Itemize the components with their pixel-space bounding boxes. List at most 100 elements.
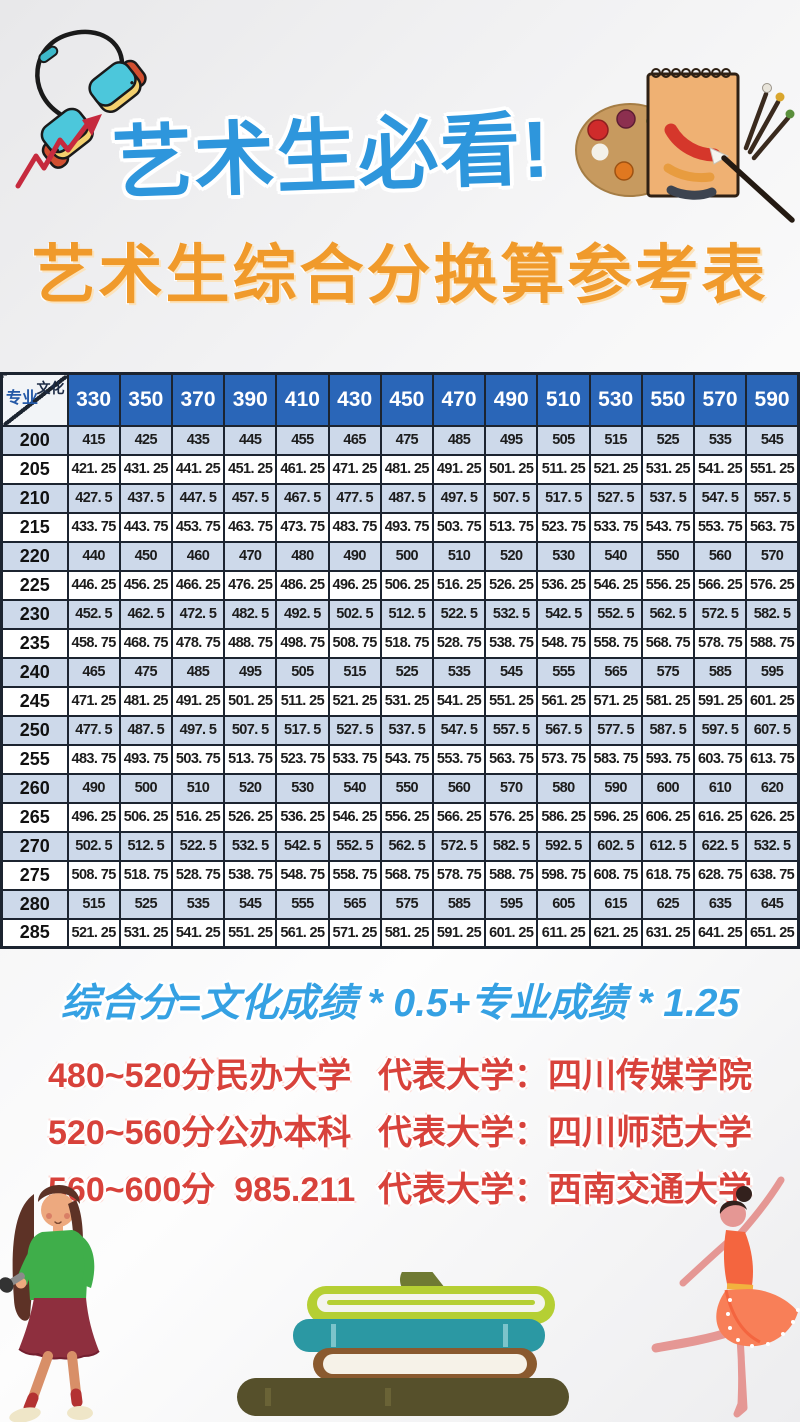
- score-cell: 578. 75: [431, 859, 487, 891]
- score-cell: 451. 25: [223, 453, 278, 485]
- score-cell: 561. 25: [536, 685, 591, 717]
- score-cell: 511. 25: [275, 685, 330, 717]
- notes-list: 480~520分民办大学 代表大学：四川传媒学院 520~560分公办本科 代表…: [0, 1044, 800, 1215]
- score-cell: 521. 25: [327, 685, 382, 717]
- score-cell: 477. 5: [327, 482, 382, 514]
- row-label: 225: [0, 569, 69, 601]
- score-cell: 497. 5: [431, 482, 487, 514]
- row-label: 260: [0, 772, 69, 804]
- formula-text: 综合分=文化成绩 * 0.5+专业成绩 * 1.25: [60, 982, 740, 1025]
- score-cell: 531. 25: [379, 685, 434, 717]
- score-cell: 527. 5: [327, 714, 382, 746]
- table-row: 220 440 450 460 470 480 490 500 510 520 530 540 550 5…: [0, 540, 800, 572]
- score-cell: 535: [170, 888, 226, 920]
- score-cell: 582. 5: [484, 830, 539, 862]
- score-cell: 570: [484, 772, 539, 804]
- note-representative: 代表大学：四川传媒学院: [378, 1057, 752, 1095]
- score-cell: 542. 5: [536, 598, 591, 630]
- score-cell: 495: [484, 424, 539, 456]
- score-cell: 542. 5: [275, 830, 330, 862]
- note-range: 520~560分公办本科: [48, 1114, 352, 1152]
- score-cell: 523. 75: [536, 511, 591, 543]
- score-cell: 588. 75: [745, 627, 800, 659]
- score-cell: 463. 75: [223, 511, 278, 543]
- score-cell: 550: [640, 540, 695, 572]
- score-cell: 515: [588, 424, 643, 456]
- score-cell: 555: [536, 656, 591, 688]
- score-cell: 603. 75: [692, 743, 748, 775]
- score-cell: 562. 5: [640, 598, 695, 630]
- score-cell: 606. 25: [640, 801, 695, 833]
- score-cell: 538. 75: [484, 627, 539, 659]
- score-cell: 581. 25: [379, 917, 434, 949]
- score-cell: 482. 5: [223, 598, 278, 630]
- score-cell: 518. 75: [118, 859, 173, 891]
- table-row: 285 521. 25 531. 25 541. 25 551. 25 561. 25 57…: [0, 917, 800, 949]
- score-cell: 488. 75: [223, 627, 278, 659]
- score-cell: 571. 25: [327, 917, 382, 949]
- score-cell: 620: [745, 772, 800, 804]
- row-label: 265: [0, 801, 69, 833]
- note-range: 480~520分民办大学: [48, 1057, 352, 1095]
- row-label: 200: [0, 424, 69, 456]
- row-label: 215: [0, 511, 69, 543]
- notebook-icon: [646, 68, 740, 200]
- score-cell: 541. 25: [170, 917, 226, 949]
- score-cell: 521. 25: [66, 917, 121, 949]
- column-header: 370: [170, 372, 226, 427]
- score-cell: 507. 5: [484, 482, 539, 514]
- score-cell: 562. 5: [379, 830, 434, 862]
- score-cell: 450: [118, 540, 173, 572]
- score-cell: 427. 5: [66, 482, 121, 514]
- score-cell: 545: [745, 424, 800, 456]
- score-cell: 565: [327, 888, 382, 920]
- score-cell: 548. 75: [536, 627, 591, 659]
- score-cell: 626. 25: [745, 801, 800, 833]
- row-label: 285: [0, 917, 69, 949]
- score-cell: 508. 75: [327, 627, 382, 659]
- score-cell: 543. 75: [640, 511, 695, 543]
- score-cell: 536. 25: [536, 569, 591, 601]
- score-cell: 543. 75: [379, 743, 434, 775]
- score-cell: 455: [275, 424, 330, 456]
- score-cell: 598. 75: [536, 859, 591, 891]
- score-cell: 516. 25: [431, 569, 487, 601]
- score-cell: 565: [588, 656, 643, 688]
- table-row: 225 446. 25 456. 25 466. 25 476. 25 486. 25 49…: [0, 569, 800, 601]
- corner-row-label: 专业: [6, 390, 39, 407]
- score-cell: 487. 5: [118, 714, 173, 746]
- score-cell: 465: [66, 656, 121, 688]
- score-cell: 472. 5: [170, 598, 226, 630]
- score-cell: 613. 75: [745, 743, 800, 775]
- row-label: 230: [0, 598, 69, 630]
- table-row: 280 515 525 535 545 555 565 575 585 595 605 615 625 6…: [0, 888, 800, 920]
- row-label: 235: [0, 627, 69, 659]
- score-cell: 582. 5: [745, 598, 800, 630]
- score-cell: 437. 5: [118, 482, 173, 514]
- score-cell: 631. 25: [640, 917, 695, 949]
- score-cell: 431. 25: [118, 453, 173, 485]
- score-cell: 502. 5: [327, 598, 382, 630]
- table-row: 275 508. 75 518. 75 528. 75 538. 75 548. 75 55…: [0, 859, 800, 891]
- score-cell: 513. 75: [223, 743, 278, 775]
- column-header: 530: [588, 372, 643, 427]
- score-cell: 421. 25: [66, 453, 121, 485]
- score-cell: 622. 5: [692, 830, 748, 862]
- score-cell: 576. 25: [484, 801, 539, 833]
- singer-girl-illustration: [0, 1185, 100, 1422]
- score-cell: 468. 75: [118, 627, 173, 659]
- score-cell: 586. 25: [536, 801, 591, 833]
- score-cell: 501. 25: [223, 685, 278, 717]
- score-cell: 458. 75: [66, 627, 121, 659]
- score-cell: 490: [66, 772, 121, 804]
- column-header: 510: [536, 372, 591, 427]
- score-cell: 561. 25: [275, 917, 330, 949]
- page-title: 艺术生必看!: [110, 104, 553, 209]
- score-cell: 566. 25: [431, 801, 487, 833]
- score-cell: 521. 25: [588, 453, 643, 485]
- score-cell: 597. 5: [692, 714, 748, 746]
- score-cell: 531. 25: [640, 453, 695, 485]
- score-cell: 511. 25: [536, 453, 591, 485]
- score-cell: 551. 25: [484, 685, 539, 717]
